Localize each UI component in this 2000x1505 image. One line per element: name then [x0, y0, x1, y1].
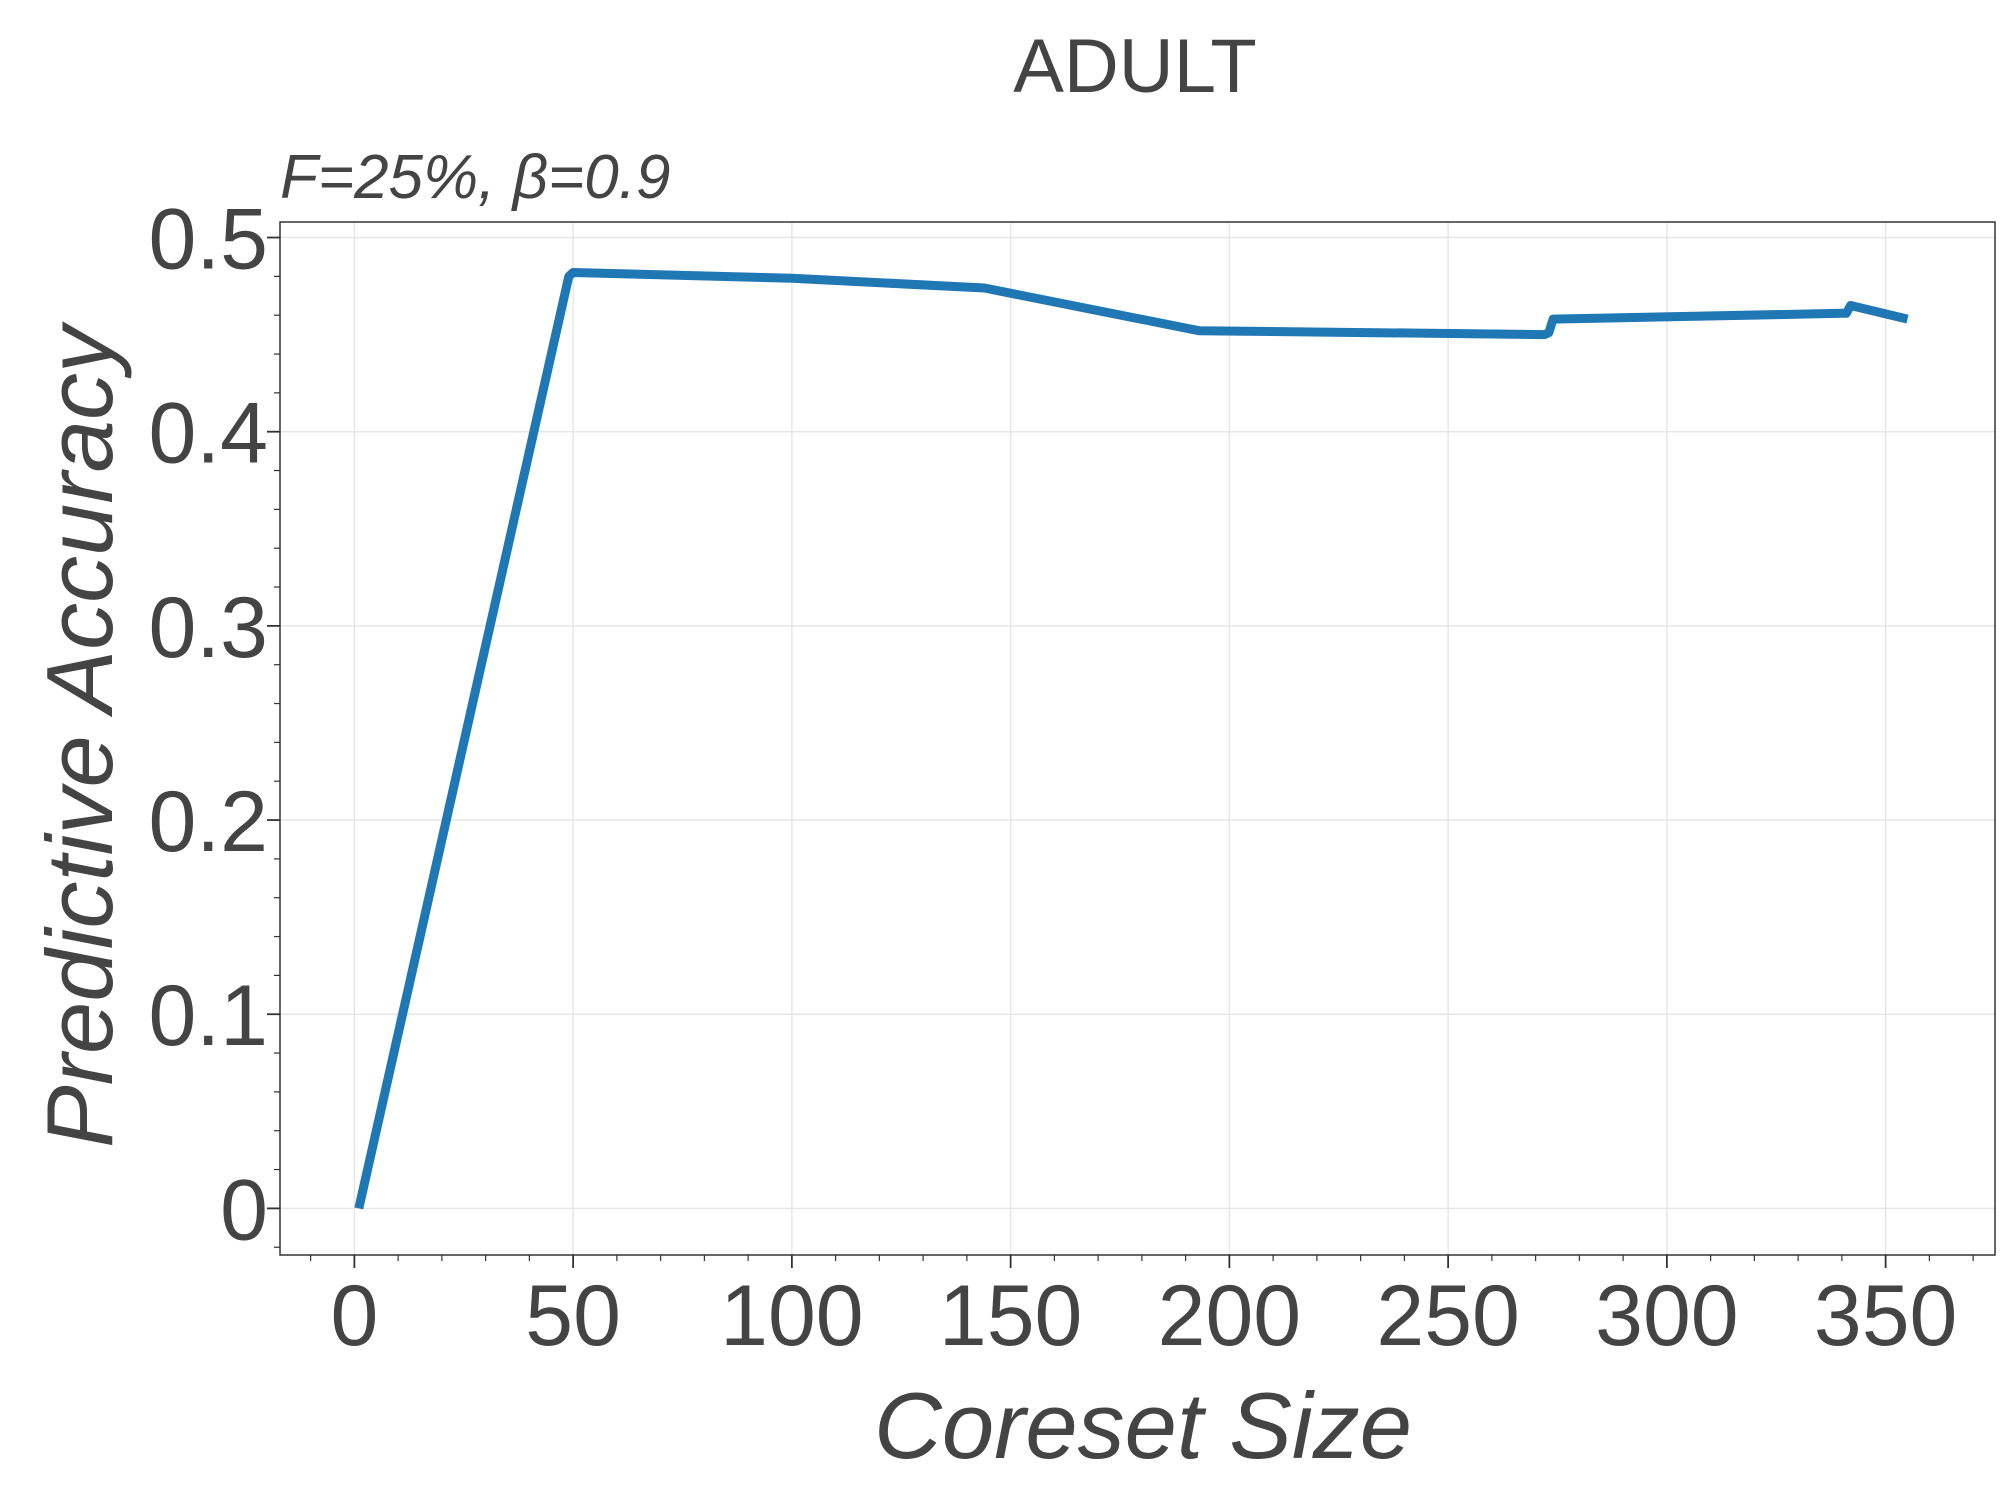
x-tick-label: 150	[939, 1268, 1083, 1364]
x-tick-label: 300	[1595, 1268, 1739, 1364]
y-tick-label: 0	[220, 1162, 268, 1258]
y-axis-label: Predictive Accuracy	[27, 321, 132, 1148]
y-tick-label: 0.3	[148, 580, 268, 676]
x-tick-label: 350	[1814, 1268, 1958, 1364]
series-line	[354, 268, 1909, 1210]
grid	[280, 222, 1995, 1255]
y-tick-label: 0.4	[148, 386, 268, 482]
series-layer	[354, 268, 1909, 1210]
plot-border	[279, 221, 1996, 1256]
x-tick-label: 0	[330, 1268, 378, 1364]
y-tick-label: 0.5	[148, 192, 268, 288]
chart-title: ADULT	[1013, 24, 1257, 109]
axis-ticks: 0 50 100 150 200 250 300 350 0 0.1 0.2 0.3 0.4 0.5	[148, 192, 1974, 1364]
x-tick-label: 200	[1158, 1268, 1302, 1364]
x-tick-label: 50	[525, 1268, 621, 1364]
x-axis-label: Coreset Size	[874, 1373, 1412, 1478]
y-tick-label: 0.1	[148, 968, 268, 1064]
x-tick-label: 100	[720, 1268, 864, 1364]
chart-subtitle: F=25%, β=0.9	[280, 143, 670, 212]
plot-frame	[279, 221, 1996, 1256]
x-tick-label: 250	[1376, 1268, 1520, 1364]
y-tick-label: 0.2	[148, 774, 268, 870]
